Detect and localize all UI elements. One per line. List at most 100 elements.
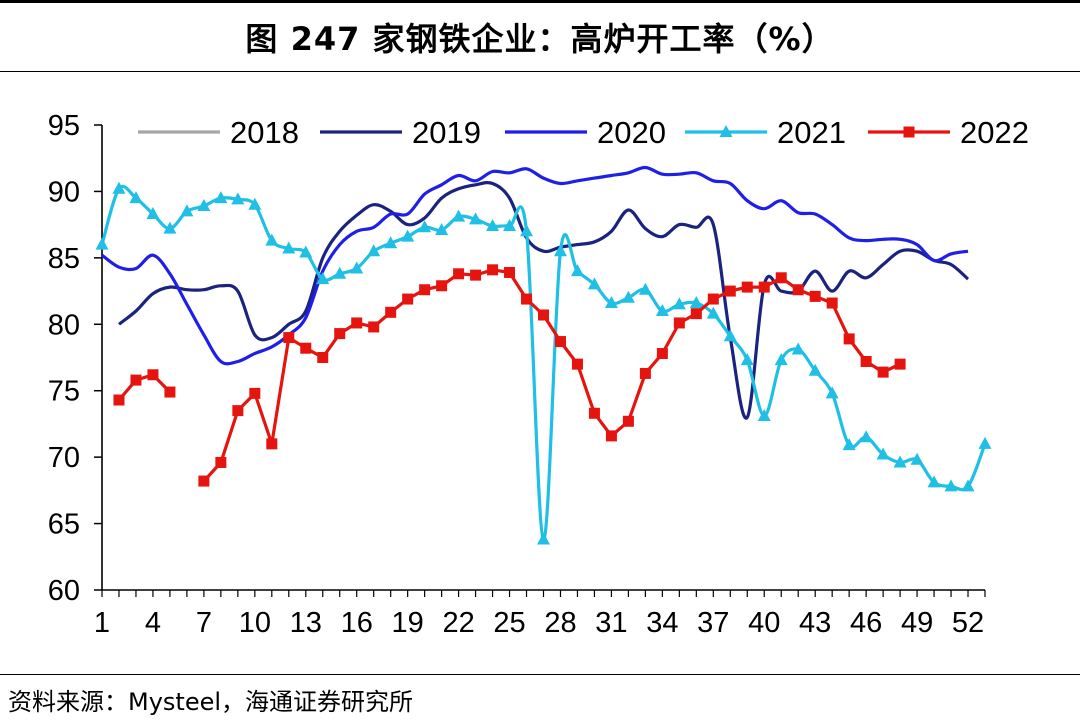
data-point-2022 <box>334 328 346 340</box>
data-point-2022 <box>351 317 363 329</box>
data-point-2021 <box>978 436 992 449</box>
data-point-2021 <box>791 342 805 355</box>
title-bar: 图 247 家钢铁企业：高炉开工率（%） <box>0 0 1080 72</box>
data-point-2022 <box>436 280 448 292</box>
data-point-2021 <box>469 212 483 225</box>
legend: 2018 2019 2020 2021 2022 <box>138 115 1029 150</box>
data-point-2021 <box>367 244 381 257</box>
data-point-2021 <box>537 532 550 545</box>
legend-label: 2019 <box>412 115 481 150</box>
data-point-2021 <box>604 296 618 309</box>
x-tick-label: 49 <box>901 607 933 639</box>
data-point-2021 <box>95 237 109 250</box>
data-point-2022 <box>249 387 261 399</box>
data-point-2021 <box>808 363 822 376</box>
data-point-2022 <box>860 355 872 367</box>
x-tick-label: 25 <box>493 607 525 639</box>
data-point-2021 <box>910 452 924 465</box>
x-tick-label: 10 <box>239 607 271 639</box>
x-tick-label: 40 <box>748 607 780 639</box>
y-tick-label: 85 <box>48 243 80 275</box>
data-point-2021 <box>503 218 517 231</box>
data-point-2022 <box>453 268 465 280</box>
data-point-2021 <box>859 430 873 443</box>
data-point-2022 <box>741 281 753 293</box>
data-point-2022 <box>605 430 617 442</box>
data-point-2021 <box>350 261 364 274</box>
data-point-2021 <box>435 222 449 235</box>
y-tick-label: 65 <box>48 509 80 541</box>
data-point-2022 <box>571 358 583 370</box>
data-point-2021 <box>333 266 347 279</box>
series-layer <box>95 165 992 545</box>
data-point-2021 <box>757 408 771 421</box>
legend-item-2021: 2021 <box>685 115 846 150</box>
x-tick-label: 4 <box>145 607 161 639</box>
data-point-2022 <box>164 386 176 398</box>
data-point-2022 <box>147 369 159 381</box>
data-point-2022 <box>300 342 312 354</box>
data-point-2021 <box>214 191 228 204</box>
data-point-2022 <box>470 269 482 281</box>
data-point-2022 <box>368 321 380 333</box>
data-point-2021 <box>774 353 788 366</box>
data-point-2022 <box>487 264 499 276</box>
data-point-2021 <box>299 245 313 258</box>
data-point-2022 <box>130 374 142 386</box>
data-point-2022 <box>521 293 533 305</box>
data-point-2022 <box>622 415 634 427</box>
x-tick-label: 31 <box>595 607 627 639</box>
data-point-2022 <box>894 358 906 370</box>
data-point-2021 <box>197 199 211 212</box>
x-tick-label: 19 <box>392 607 424 639</box>
data-point-2021 <box>146 207 160 220</box>
series-2022 <box>113 264 906 487</box>
series-2019 <box>118 181 970 420</box>
legend-label: 2020 <box>597 115 666 150</box>
x-tick-label: 13 <box>290 607 322 639</box>
legend-label: 2021 <box>777 115 846 150</box>
data-point-2021 <box>587 277 601 290</box>
data-point-2022 <box>843 333 855 345</box>
data-point-2022 <box>113 394 125 406</box>
data-point-2022 <box>504 266 516 278</box>
x-tick-label: 22 <box>442 607 474 639</box>
x-tick-label: 37 <box>697 607 729 639</box>
x-tick-label: 46 <box>850 607 882 639</box>
data-point-2022 <box>690 308 702 320</box>
data-point-2021 <box>129 191 143 204</box>
data-point-2021 <box>961 479 975 492</box>
data-point-2021 <box>401 229 415 242</box>
data-point-2022 <box>538 309 549 321</box>
legend-label: 2022 <box>960 115 1029 150</box>
data-point-2022 <box>877 366 889 378</box>
data-point-2021 <box>740 353 754 366</box>
data-point-2021 <box>553 244 567 257</box>
data-point-2021 <box>621 290 635 303</box>
y-tick-label: 95 <box>48 110 80 142</box>
axes: 60 65 70 75 80 85 90 95 1 4 7 10 13 16 19 22 25 28 31 34 37 4… <box>48 110 986 639</box>
data-point-2022 <box>673 317 685 329</box>
data-point-2022 <box>385 306 397 318</box>
data-point-2021 <box>486 218 500 231</box>
y-tick-label: 80 <box>48 309 80 341</box>
data-point-2021 <box>248 197 262 210</box>
data-point-2021 <box>689 296 703 309</box>
data-point-2022 <box>232 405 244 417</box>
y-tick-label: 60 <box>48 575 80 607</box>
data-point-2021 <box>893 455 907 468</box>
x-tick-label: 1 <box>94 607 110 639</box>
data-point-2021 <box>316 272 330 285</box>
data-point-2021 <box>282 241 296 254</box>
legend-item-2022: 2022 <box>868 115 1029 150</box>
x-tick-label: 28 <box>544 607 576 639</box>
data-point-2022 <box>283 332 295 344</box>
data-point-2021 <box>638 282 652 295</box>
source-note: 资料来源：Mysteel，海通证券研究所 <box>8 688 414 716</box>
data-point-2022 <box>198 475 210 487</box>
data-point-2022 <box>724 285 736 297</box>
legend-marker <box>719 125 733 137</box>
data-point-2021 <box>706 306 720 319</box>
chart-area: 60 65 70 75 80 85 90 95 1 4 7 10 13 16 19 22 25 28 31 34 37 4… <box>48 110 1029 639</box>
chart-title: 图 247 家钢铁企业：高炉开工率（%） <box>245 20 835 58</box>
